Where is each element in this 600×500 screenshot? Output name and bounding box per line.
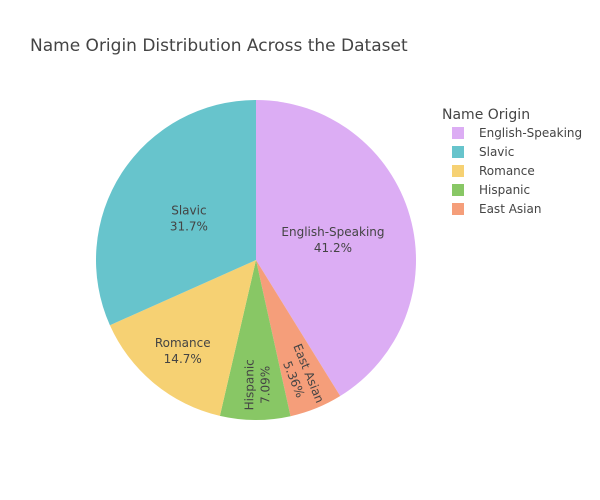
legend-swatch bbox=[452, 165, 464, 177]
slice-slavic[interactable] bbox=[95, 100, 256, 326]
legend-label: Romance bbox=[479, 164, 535, 178]
legend-item-romance[interactable]: Romance bbox=[452, 164, 535, 178]
slice-label-romance: Romance 14.7% bbox=[155, 336, 211, 366]
slice-percent: 41.2% bbox=[314, 241, 352, 255]
legend-label: Hispanic bbox=[479, 183, 530, 197]
slice-east-asian[interactable] bbox=[256, 260, 341, 417]
legend-title: Name Origin bbox=[442, 107, 530, 123]
slice-name: Slavic bbox=[171, 203, 206, 217]
slice-label-english-speaking: English-Speaking 41.2% bbox=[281, 225, 384, 255]
legend-item-slavic[interactable]: Slavic bbox=[452, 145, 514, 159]
legend-item-east-asian[interactable]: East Asian bbox=[452, 202, 541, 216]
slice-label-slavic: Slavic 31.7% bbox=[170, 203, 208, 233]
legend-label: Slavic bbox=[479, 145, 514, 159]
legend-swatch bbox=[452, 203, 464, 215]
slice-percent: 31.7% bbox=[170, 219, 208, 233]
legend-item-hispanic[interactable]: Hispanic bbox=[452, 183, 530, 197]
slice-percent: 14.7% bbox=[164, 352, 202, 366]
slice-label-hispanic: Hispanic 7.09% bbox=[242, 359, 272, 410]
pie-slices bbox=[95, 100, 416, 420]
legend-swatch bbox=[452, 146, 464, 158]
legend-item-english-speaking[interactable]: English-Speaking bbox=[452, 126, 582, 140]
slice-romance[interactable] bbox=[109, 260, 257, 416]
slice-name: Hispanic bbox=[242, 359, 256, 410]
slice-hispanic[interactable] bbox=[219, 260, 291, 420]
legend-label: East Asian bbox=[479, 202, 541, 216]
legend-label: English-Speaking bbox=[479, 126, 582, 140]
slice-name: English-Speaking bbox=[281, 225, 384, 239]
legend: Name Origin English-Speaking Slavic Romanc… bbox=[442, 107, 582, 216]
legend-swatch bbox=[452, 184, 464, 196]
slice-english-speaking[interactable] bbox=[256, 100, 416, 397]
chart-title: Name Origin Distribution Across the Data… bbox=[30, 36, 408, 56]
slice-percent: 7.09% bbox=[258, 366, 272, 404]
legend-swatch bbox=[452, 127, 464, 139]
slice-name: Romance bbox=[155, 336, 211, 350]
